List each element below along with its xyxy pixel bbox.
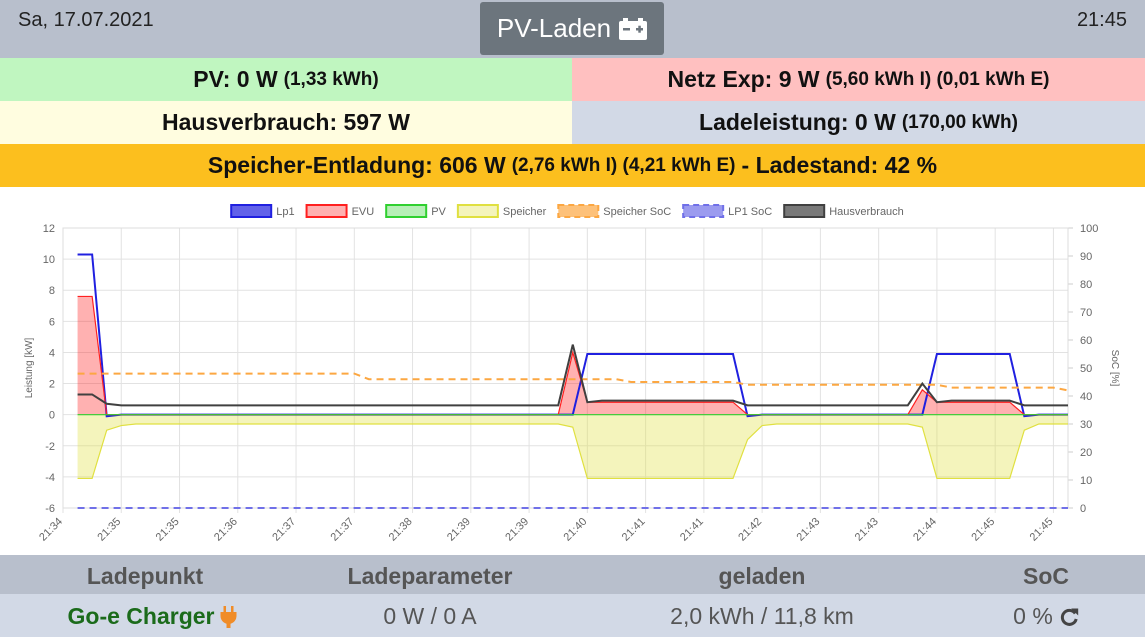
lade-main: Ladeleistung: 0 W: [699, 109, 896, 135]
y2-tick-label: 0: [1080, 503, 1086, 515]
param-cell: 0 W / 0 A: [383, 603, 477, 629]
mode-label: PV-Laden: [496, 13, 612, 43]
battery-icon: [619, 17, 648, 40]
y2-tick-label: 100: [1080, 223, 1098, 235]
time: 21:45: [1076, 9, 1127, 31]
plug-icon: [220, 605, 237, 628]
x-tick-label: 21:37: [270, 516, 298, 544]
legend-label: LP1 SoC: [728, 206, 772, 218]
speicher-main: Speicher-Entladung: 606 W: [207, 152, 506, 178]
y-tick-label: -2: [45, 441, 55, 453]
header-cell: Ladeparameter: [347, 563, 513, 589]
speicher-tail: - Ladestand: 42 %: [741, 152, 938, 178]
speicher-status: Speicher-Entladung: 606 W (2,76 kWh I) (4…: [0, 144, 1145, 187]
x-tick-label: 21:45: [969, 516, 997, 544]
lade-status: Ladeleistung: 0 W (170,00 kWh): [572, 101, 1145, 144]
date: Sa, 17.07.2021: [18, 9, 154, 31]
lade-detail: (170,00 kWh): [901, 111, 1018, 133]
netz-main: Netz Exp: 9 W: [667, 66, 820, 92]
y-tick-label: 4: [49, 347, 55, 359]
line: [77, 344, 1068, 407]
y-tick-label: 2: [49, 379, 55, 391]
soc-value: 0 %: [1013, 603, 1053, 629]
y-tick-label: 12: [43, 223, 55, 235]
x-tick-label: 21:43: [795, 516, 823, 544]
y2-tick-label: 50: [1080, 363, 1092, 375]
legend-label: EVU: [352, 206, 375, 218]
legend-label: Lp1: [276, 206, 294, 218]
haus-status: Hausverbrauch: 597 W: [0, 101, 572, 144]
y2-tick-label: 80: [1080, 279, 1092, 291]
y2-tick-label: 90: [1080, 251, 1092, 263]
table-header: Ladepunkt Ladeparameter geladen SoC: [0, 555, 1145, 594]
speicher-detail: (2,76 kWh I) (4,21 kWh E): [511, 154, 736, 176]
x-tick-label: 21:41: [620, 516, 648, 544]
legend-swatch: [783, 204, 826, 218]
netz-status: Netz Exp: 9 W (5,60 kWh I) (0,01 kWh E): [572, 58, 1145, 101]
y-axis-title: Leistung [kW]: [24, 337, 35, 398]
y-tick-label: 6: [49, 316, 55, 328]
soc-cell: 0 %: [1013, 603, 1079, 630]
plot-frame: [62, 227, 1069, 509]
legend-label: PV: [431, 206, 446, 218]
x-tick-label: 21:45: [1028, 516, 1056, 544]
legend-swatch: [456, 204, 499, 218]
x-tick-label: 21:34: [37, 516, 65, 544]
y2-tick-label: 20: [1080, 447, 1092, 459]
area: [77, 414, 1069, 479]
y2-tick-label: 60: [1080, 335, 1092, 347]
pv-detail: (1,33 kWh): [283, 68, 379, 90]
legend-swatch: [230, 204, 273, 218]
chart: -6 -4 -2 0 2 4 6 8 10 12 0 10 20 30 40 50 60 70 80 90 100 21:…: [24, 204, 1120, 544]
y-tick-label: -6: [45, 503, 55, 515]
header-cell: geladen: [718, 563, 806, 589]
header-cell: SoC: [1023, 563, 1069, 589]
line: [77, 372, 1069, 392]
line: [77, 423, 1068, 480]
charged-cell: 2,0 kWh / 11,8 km: [670, 603, 854, 629]
table-row: Go-e Charger 0 W / 0 A 2,0 kWh / 11,8 km…: [0, 594, 1145, 637]
legend-swatch: [385, 204, 428, 218]
legend-swatch: [682, 204, 725, 218]
legend-swatch: [305, 204, 348, 218]
x-tick-label: 21:39: [503, 516, 531, 544]
x-tick-label: 21:40: [562, 516, 590, 544]
mode-button[interactable]: PV-Laden: [480, 2, 664, 55]
pv-status: PV: 0 W (1,33 kWh): [0, 58, 572, 101]
pv-main: PV: 0 W: [193, 66, 278, 92]
x-tick-label: 21:41: [678, 516, 706, 544]
haus-main: Hausverbrauch: 597 W: [162, 109, 410, 135]
x-tick-label: 21:35: [154, 516, 182, 544]
x-tick-label: 21:38: [387, 516, 415, 544]
legend-label: Hausverbrauch: [829, 206, 904, 218]
area: [77, 296, 1069, 415]
x-tick-label: 21:43: [853, 516, 881, 544]
legend-label: Speicher: [503, 206, 547, 218]
legend-swatch: [557, 204, 600, 218]
header-cell: Ladepunkt: [86, 563, 204, 589]
x-tick-label: 21:36: [212, 516, 240, 544]
y2-tick-label: 70: [1080, 307, 1092, 319]
netz-detail: (5,60 kWh I) (0,01 kWh E): [825, 68, 1050, 90]
y2-tick-label: 40: [1080, 391, 1092, 403]
legend-label: Speicher SoC: [603, 206, 671, 218]
x-tick-label: 21:44: [911, 516, 939, 544]
y-tick-label: 10: [43, 254, 55, 266]
y-tick-label: 8: [49, 285, 55, 297]
x-tick-label: 21:37: [328, 516, 356, 544]
charger-cell[interactable]: Go-e Charger: [68, 603, 237, 630]
x-tick-label: 21:42: [736, 516, 764, 544]
y-tick-label: 0: [49, 410, 55, 422]
x-tick-label: 21:35: [95, 516, 123, 544]
y2-tick-label: 30: [1080, 419, 1092, 431]
x-tick-label: 21:39: [445, 516, 473, 544]
refresh-icon[interactable]: [1059, 607, 1079, 627]
y2-axis-title: SoC [%]: [1109, 350, 1120, 387]
y-tick-label: -4: [45, 472, 55, 484]
top-bar: Sa, 17.07.2021 PV-Laden 21:45: [0, 0, 1145, 58]
y2-tick-label: 10: [1080, 475, 1092, 487]
charger-name: Go-e Charger: [67, 603, 215, 629]
